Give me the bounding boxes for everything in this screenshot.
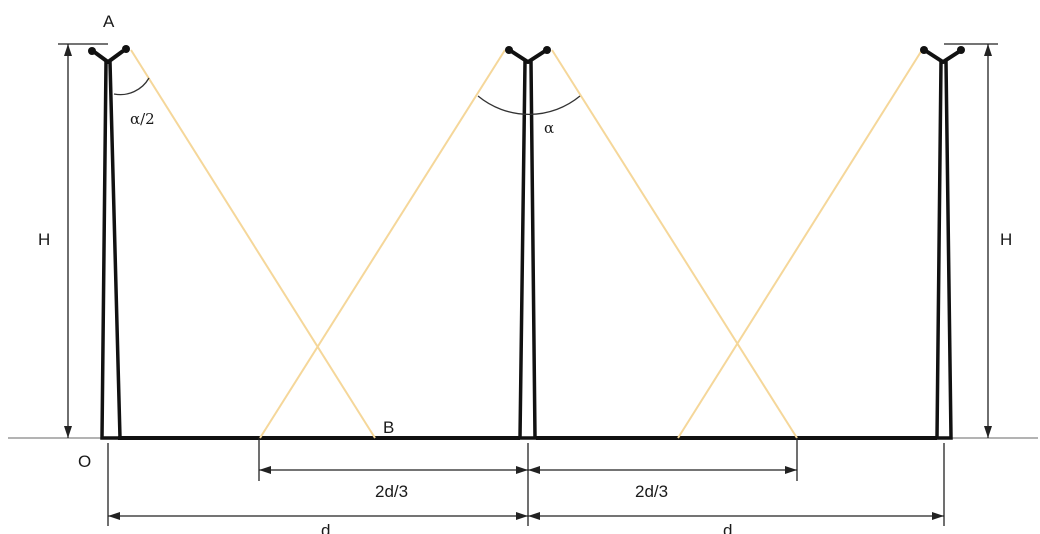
label-height-right: H (1000, 230, 1012, 249)
two-thirds-dimension-left (258, 438, 528, 481)
pole-right-mast (935, 60, 953, 440)
pole-middle-lamp-right (543, 46, 551, 54)
pole-right-bracket (924, 49, 962, 64)
label-angle: α (544, 119, 554, 137)
label-spacing-right: d (723, 521, 732, 534)
label-point-b: B (383, 418, 394, 437)
pole-left-bracket (91, 49, 125, 64)
label-point-a: A (103, 12, 115, 31)
beam-right-pole (677, 49, 923, 439)
two-thirds-dimension-right (528, 438, 798, 481)
light-beams (130, 49, 923, 439)
pole-left-mast (100, 60, 122, 440)
spacing-dimension-right (528, 443, 945, 526)
label-spacing-left: d (321, 521, 330, 534)
label-height-left: H (38, 230, 50, 249)
pole-right (920, 46, 965, 440)
pole-middle-lamp-left (505, 46, 513, 54)
label-half-angle: α/2 (130, 110, 155, 128)
pole-right-lamp-right (957, 46, 965, 54)
label-two-thirds-right: 2d/3 (635, 482, 668, 501)
pole-middle (505, 46, 551, 440)
full-angle-arc (477, 95, 581, 115)
pole-left (88, 45, 130, 440)
pole-right-lamp-left (920, 46, 928, 54)
height-dimension-left (58, 43, 108, 438)
pole-left-lamp-left (88, 47, 96, 55)
half-angle-arc (113, 77, 150, 96)
beam-middle-pole-left (259, 49, 506, 439)
beam-middle-pole-right (551, 49, 798, 439)
spacing-dimension-left (107, 443, 528, 526)
height-dimension-right (944, 43, 998, 438)
beam-left-pole (130, 49, 376, 439)
pole-left-lamp-right (122, 45, 130, 53)
pole-middle-bracket (509, 49, 547, 64)
label-two-thirds-left: 2d/3 (375, 482, 408, 501)
label-point-o: O (78, 452, 91, 471)
pole-middle-mast (518, 60, 537, 440)
